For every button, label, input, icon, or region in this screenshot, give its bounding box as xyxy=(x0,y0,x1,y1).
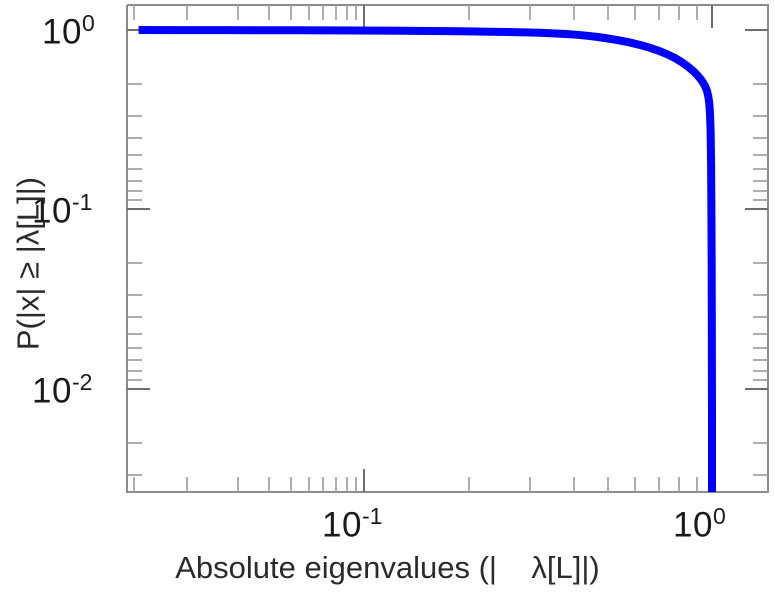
x-axis-title: Absolute eigenvalues (| λ[L]|) xyxy=(175,550,600,585)
y-tick-label-1e-2: 10-2 xyxy=(32,369,93,411)
ccdf-curve xyxy=(138,26,716,492)
y-axis-ticks-right xyxy=(745,29,768,476)
x-axis-ticks-top xyxy=(133,5,713,28)
x-tick-label-1e-1: 10-1 xyxy=(322,503,383,545)
plot-frame xyxy=(126,4,769,493)
y-tick-label-1e-1: 10-1 xyxy=(32,189,93,231)
y-axis-ticks xyxy=(127,29,150,476)
x-tick-label-1e0: 100 xyxy=(673,503,726,545)
y-tick-label-1e0: 100 xyxy=(42,10,95,52)
y-axis-title: P(|x| ≥ |λ[L]|) xyxy=(10,176,46,351)
axes-frame xyxy=(126,4,769,493)
x-axis-ticks xyxy=(133,469,713,492)
y-axis-title-wrap: P(|x| ≥ |λ[L]|) xyxy=(10,24,46,504)
